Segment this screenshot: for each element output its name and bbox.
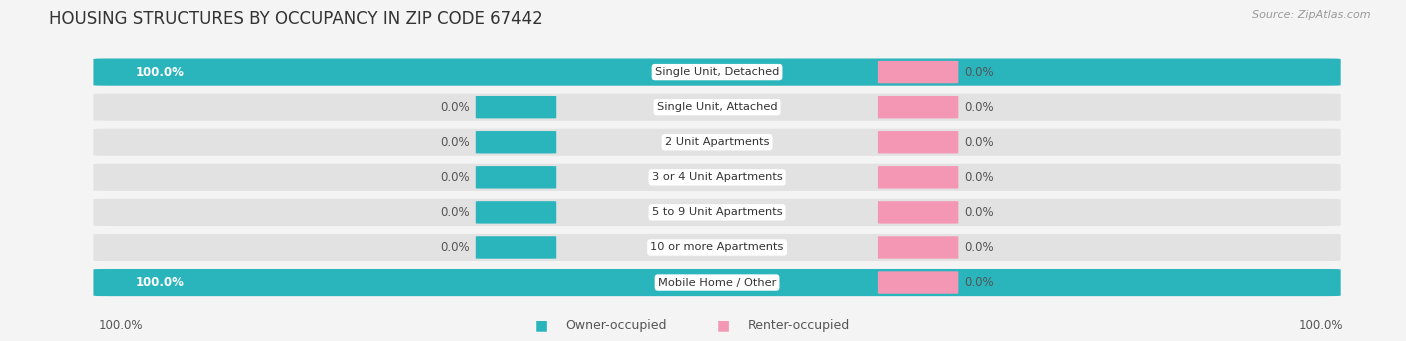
Text: 100.0%: 100.0%: [135, 276, 184, 289]
Text: Owner-occupied: Owner-occupied: [565, 319, 666, 332]
Text: 0.0%: 0.0%: [965, 171, 994, 184]
Text: 0.0%: 0.0%: [440, 101, 470, 114]
Text: 0.0%: 0.0%: [965, 101, 994, 114]
FancyBboxPatch shape: [475, 236, 557, 259]
Text: 10 or more Apartments: 10 or more Apartments: [651, 242, 783, 252]
Text: 0.0%: 0.0%: [440, 206, 470, 219]
Text: Single Unit, Attached: Single Unit, Attached: [657, 102, 778, 112]
FancyBboxPatch shape: [93, 59, 1341, 86]
Text: Renter-occupied: Renter-occupied: [748, 319, 851, 332]
Text: 0.0%: 0.0%: [965, 241, 994, 254]
FancyBboxPatch shape: [475, 96, 557, 118]
Text: Single Unit, Detached: Single Unit, Detached: [655, 67, 779, 77]
FancyBboxPatch shape: [877, 96, 959, 118]
Text: 2 Unit Apartments: 2 Unit Apartments: [665, 137, 769, 147]
FancyBboxPatch shape: [93, 269, 1341, 296]
Text: 0.0%: 0.0%: [965, 136, 994, 149]
Text: HOUSING STRUCTURES BY OCCUPANCY IN ZIP CODE 67442: HOUSING STRUCTURES BY OCCUPANCY IN ZIP C…: [49, 10, 543, 28]
FancyBboxPatch shape: [877, 166, 959, 189]
FancyBboxPatch shape: [877, 61, 959, 83]
FancyBboxPatch shape: [475, 166, 557, 189]
Text: ■: ■: [534, 318, 547, 333]
FancyBboxPatch shape: [475, 131, 557, 153]
Text: 0.0%: 0.0%: [965, 276, 994, 289]
FancyBboxPatch shape: [93, 269, 1341, 296]
Text: 5 to 9 Unit Apartments: 5 to 9 Unit Apartments: [652, 207, 782, 218]
FancyBboxPatch shape: [93, 59, 1341, 86]
FancyBboxPatch shape: [93, 199, 1341, 226]
FancyBboxPatch shape: [93, 93, 1341, 121]
FancyBboxPatch shape: [877, 131, 959, 153]
FancyBboxPatch shape: [877, 201, 959, 224]
FancyBboxPatch shape: [475, 201, 557, 224]
Text: Source: ZipAtlas.com: Source: ZipAtlas.com: [1253, 10, 1371, 20]
FancyBboxPatch shape: [877, 271, 959, 294]
FancyBboxPatch shape: [93, 129, 1341, 156]
FancyBboxPatch shape: [877, 236, 959, 259]
FancyBboxPatch shape: [93, 164, 1341, 191]
Text: 100.0%: 100.0%: [135, 65, 184, 78]
Text: 3 or 4 Unit Apartments: 3 or 4 Unit Apartments: [652, 172, 782, 182]
FancyBboxPatch shape: [93, 234, 1341, 261]
Text: 0.0%: 0.0%: [440, 171, 470, 184]
Text: 0.0%: 0.0%: [965, 206, 994, 219]
Text: 0.0%: 0.0%: [440, 136, 470, 149]
Text: Mobile Home / Other: Mobile Home / Other: [658, 278, 776, 287]
Text: 0.0%: 0.0%: [965, 65, 994, 78]
Text: 100.0%: 100.0%: [98, 319, 143, 332]
Text: 100.0%: 100.0%: [1298, 319, 1343, 332]
Text: 0.0%: 0.0%: [440, 241, 470, 254]
Text: ■: ■: [717, 318, 730, 333]
